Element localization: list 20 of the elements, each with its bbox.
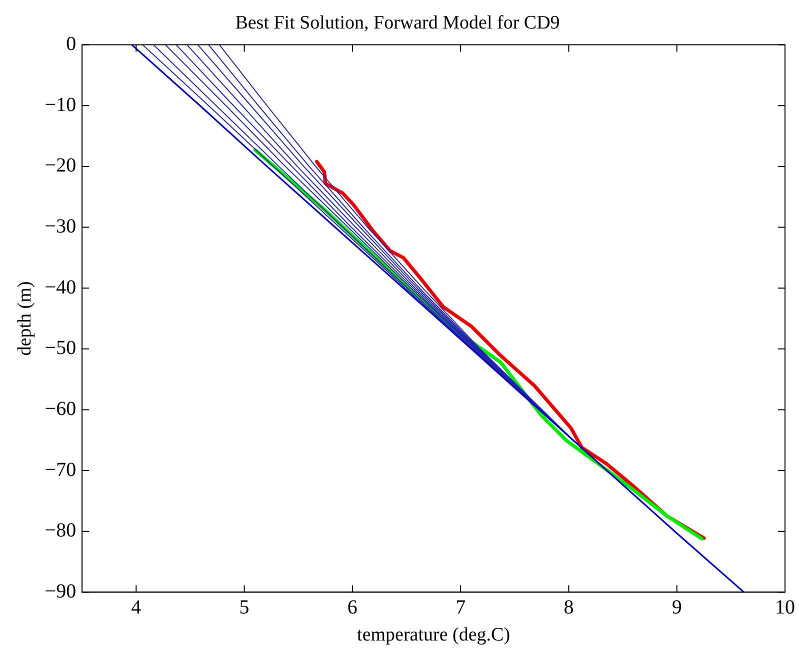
x-tick-label: 8 (564, 596, 574, 618)
x-tick-label: 9 (672, 596, 682, 618)
x-tick-label: 6 (347, 596, 358, 618)
y-tick-label: −90 (44, 580, 76, 602)
y-axis-title: depth (m) (14, 281, 36, 356)
x-axis-title: temperature (deg.C) (357, 624, 510, 646)
chart-title: Best Fit Solution, Forward Model for CD9 (235, 12, 560, 34)
x-tick-label: 7 (456, 596, 466, 618)
y-tick-label: −60 (44, 398, 76, 420)
y-tick-label: −80 (44, 520, 76, 542)
x-tick-label: 5 (239, 596, 250, 618)
x-tick-label: 10 (775, 596, 795, 618)
y-tick-label: −50 (44, 337, 76, 360)
y-tick-label: −30 (44, 216, 76, 238)
y-tick-label: −40 (44, 276, 76, 298)
y-tick-label: −10 (44, 94, 76, 116)
y-tick-label: −70 (44, 458, 76, 481)
x-tick-label: 4 (131, 596, 142, 618)
y-tick-label: 0 (66, 33, 76, 56)
y-tick-label: −20 (44, 154, 76, 177)
